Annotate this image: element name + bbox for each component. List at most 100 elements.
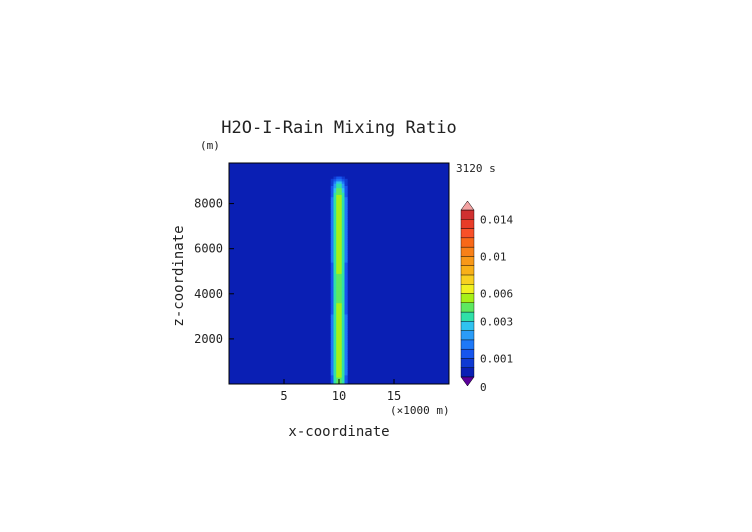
field-cell	[333, 262, 337, 265]
field-cell	[330, 239, 334, 243]
field-cell	[333, 212, 337, 216]
field-cell	[330, 284, 334, 288]
field-cell	[330, 278, 334, 281]
field-cell	[333, 311, 337, 315]
field-cell	[339, 289, 343, 292]
field-cell	[336, 309, 340, 313]
field-cell	[330, 352, 334, 356]
field-cell	[333, 320, 337, 324]
field-cell	[339, 230, 343, 234]
field-cell	[339, 325, 343, 329]
field-cell	[339, 199, 343, 202]
field-cell	[341, 305, 345, 308]
field-cell	[336, 221, 340, 225]
field-cell	[339, 194, 343, 198]
colorbar-band	[460, 302, 475, 313]
field-cell	[344, 205, 348, 209]
field-cell	[339, 282, 343, 286]
field-cell	[333, 345, 337, 349]
field-cell	[330, 307, 334, 310]
field-cell	[336, 201, 340, 204]
field-cell	[344, 214, 348, 218]
field-cell	[330, 370, 334, 374]
field-cell	[339, 352, 343, 356]
field-cell	[336, 185, 340, 189]
field-cell	[336, 214, 340, 218]
field-cell	[336, 314, 340, 317]
colorbar-tick-label: 0.01	[480, 250, 507, 263]
field-cell	[339, 372, 343, 376]
field-cell	[344, 298, 348, 301]
field-cell	[344, 338, 348, 342]
field-cell	[344, 280, 348, 283]
field-cell	[344, 316, 348, 320]
field-cell	[336, 318, 340, 322]
field-cell	[333, 334, 337, 338]
field-cell	[330, 361, 334, 365]
field-cell	[341, 212, 345, 216]
field-cell	[336, 354, 340, 358]
field-cell	[333, 338, 337, 342]
field-cell	[339, 379, 343, 383]
field-cell	[336, 257, 340, 261]
field-cell	[341, 341, 345, 344]
field-cell	[339, 255, 343, 259]
field-cell	[341, 363, 345, 367]
field-cell	[344, 332, 348, 335]
field-cell	[344, 178, 348, 182]
field-cell	[341, 309, 345, 313]
field-cell	[330, 359, 334, 362]
field-cell	[330, 181, 334, 184]
field-cell	[336, 289, 340, 292]
field-cell	[341, 246, 345, 250]
field-cell	[339, 345, 343, 349]
field-cell	[344, 287, 348, 290]
field-cell	[339, 246, 343, 250]
field-cell	[336, 205, 340, 209]
field-cell	[344, 275, 348, 279]
field-cell	[333, 187, 337, 191]
field-cell	[336, 327, 340, 331]
colorbar-band	[460, 256, 475, 266]
field-cell	[333, 336, 337, 340]
field-cell	[344, 320, 348, 324]
field-cell	[330, 379, 334, 383]
field-cell	[341, 219, 345, 223]
field-cell	[336, 361, 340, 365]
colorbar-band	[460, 339, 475, 350]
field-cell	[341, 268, 345, 272]
field-cell	[339, 244, 343, 247]
field-cell	[333, 194, 337, 198]
field-cell	[330, 210, 334, 214]
field-cell	[341, 257, 345, 261]
field-cell	[341, 239, 345, 243]
field-cell	[333, 178, 337, 182]
field-cell	[344, 239, 348, 243]
field-cell	[333, 185, 337, 189]
field-cell	[336, 298, 340, 301]
field-cell	[330, 250, 334, 254]
field-cell	[333, 284, 337, 288]
field-cell	[339, 248, 343, 252]
field-cell	[339, 226, 343, 229]
field-cell	[339, 241, 343, 245]
field-cell	[336, 232, 340, 236]
field-cell	[344, 192, 348, 195]
field-cell	[330, 271, 334, 274]
field-cell	[344, 354, 348, 358]
field-cell	[336, 287, 340, 290]
field-cell	[341, 259, 345, 263]
field-cell	[344, 253, 348, 256]
field-cell	[339, 316, 343, 320]
field-cell	[333, 264, 337, 268]
field-cell	[330, 257, 334, 261]
field-cell	[333, 275, 337, 279]
field-cell	[339, 190, 343, 193]
field-cell	[336, 345, 340, 349]
field-cell	[341, 253, 345, 256]
colorbar-band	[460, 284, 475, 294]
field-cell	[344, 309, 348, 313]
field-cell	[333, 228, 337, 232]
field-cell	[344, 327, 348, 331]
field-cell	[330, 320, 334, 324]
